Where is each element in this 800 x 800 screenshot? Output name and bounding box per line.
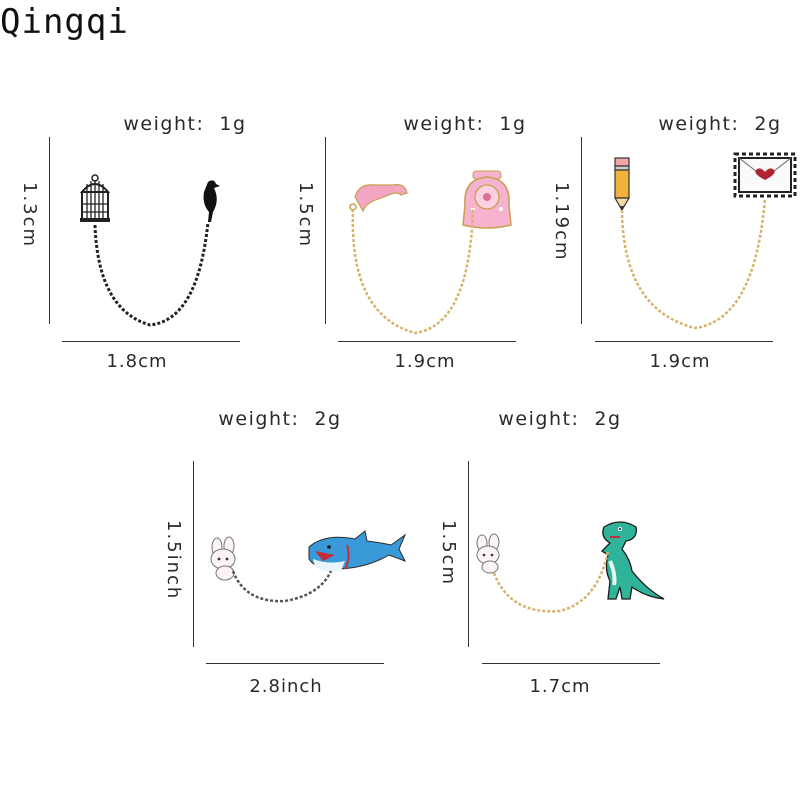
birdcage-crow-brooch-image	[79, 174, 220, 327]
width-label: 1.9cm	[649, 351, 711, 372]
width-label: 1.8cm	[106, 351, 168, 372]
height-label: 1.5cm	[295, 182, 316, 249]
width-dimension-line	[206, 663, 384, 664]
height-label: 1.3cm	[19, 182, 40, 249]
shark-bunny-brooch-image	[210, 530, 407, 603]
width-dimension-line	[338, 341, 516, 342]
width-label: 2.8inch	[249, 676, 323, 697]
width-dimension-line	[595, 341, 773, 342]
height-dimension-line	[49, 137, 50, 324]
weight-label: weight: 2g	[658, 113, 782, 135]
height-dimension-line	[581, 137, 582, 324]
height-label: 1.19cm	[551, 182, 572, 262]
dinosaur-bunny-brooch-image	[476, 521, 665, 613]
height-dimension-line	[468, 461, 469, 647]
width-label: 1.7cm	[529, 676, 591, 697]
width-dimension-line	[482, 663, 660, 664]
weight-label: weight: 2g	[498, 408, 622, 430]
width-dimension-line	[62, 341, 240, 342]
brand-title: Qingqi	[0, 2, 129, 42]
weight-label: weight: 1g	[123, 113, 247, 135]
telephone-brooch-image	[349, 170, 512, 335]
weight-label: weight: 2g	[218, 408, 342, 430]
width-label: 1.9cm	[394, 351, 456, 372]
height-label: 1.5inch	[163, 520, 184, 601]
pencil-envelope-brooch-image	[613, 152, 797, 330]
weight-label: weight: 1g	[403, 113, 527, 135]
height-dimension-line	[325, 137, 326, 324]
height-dimension-line	[193, 461, 194, 647]
height-label: 1.5cm	[438, 520, 459, 587]
